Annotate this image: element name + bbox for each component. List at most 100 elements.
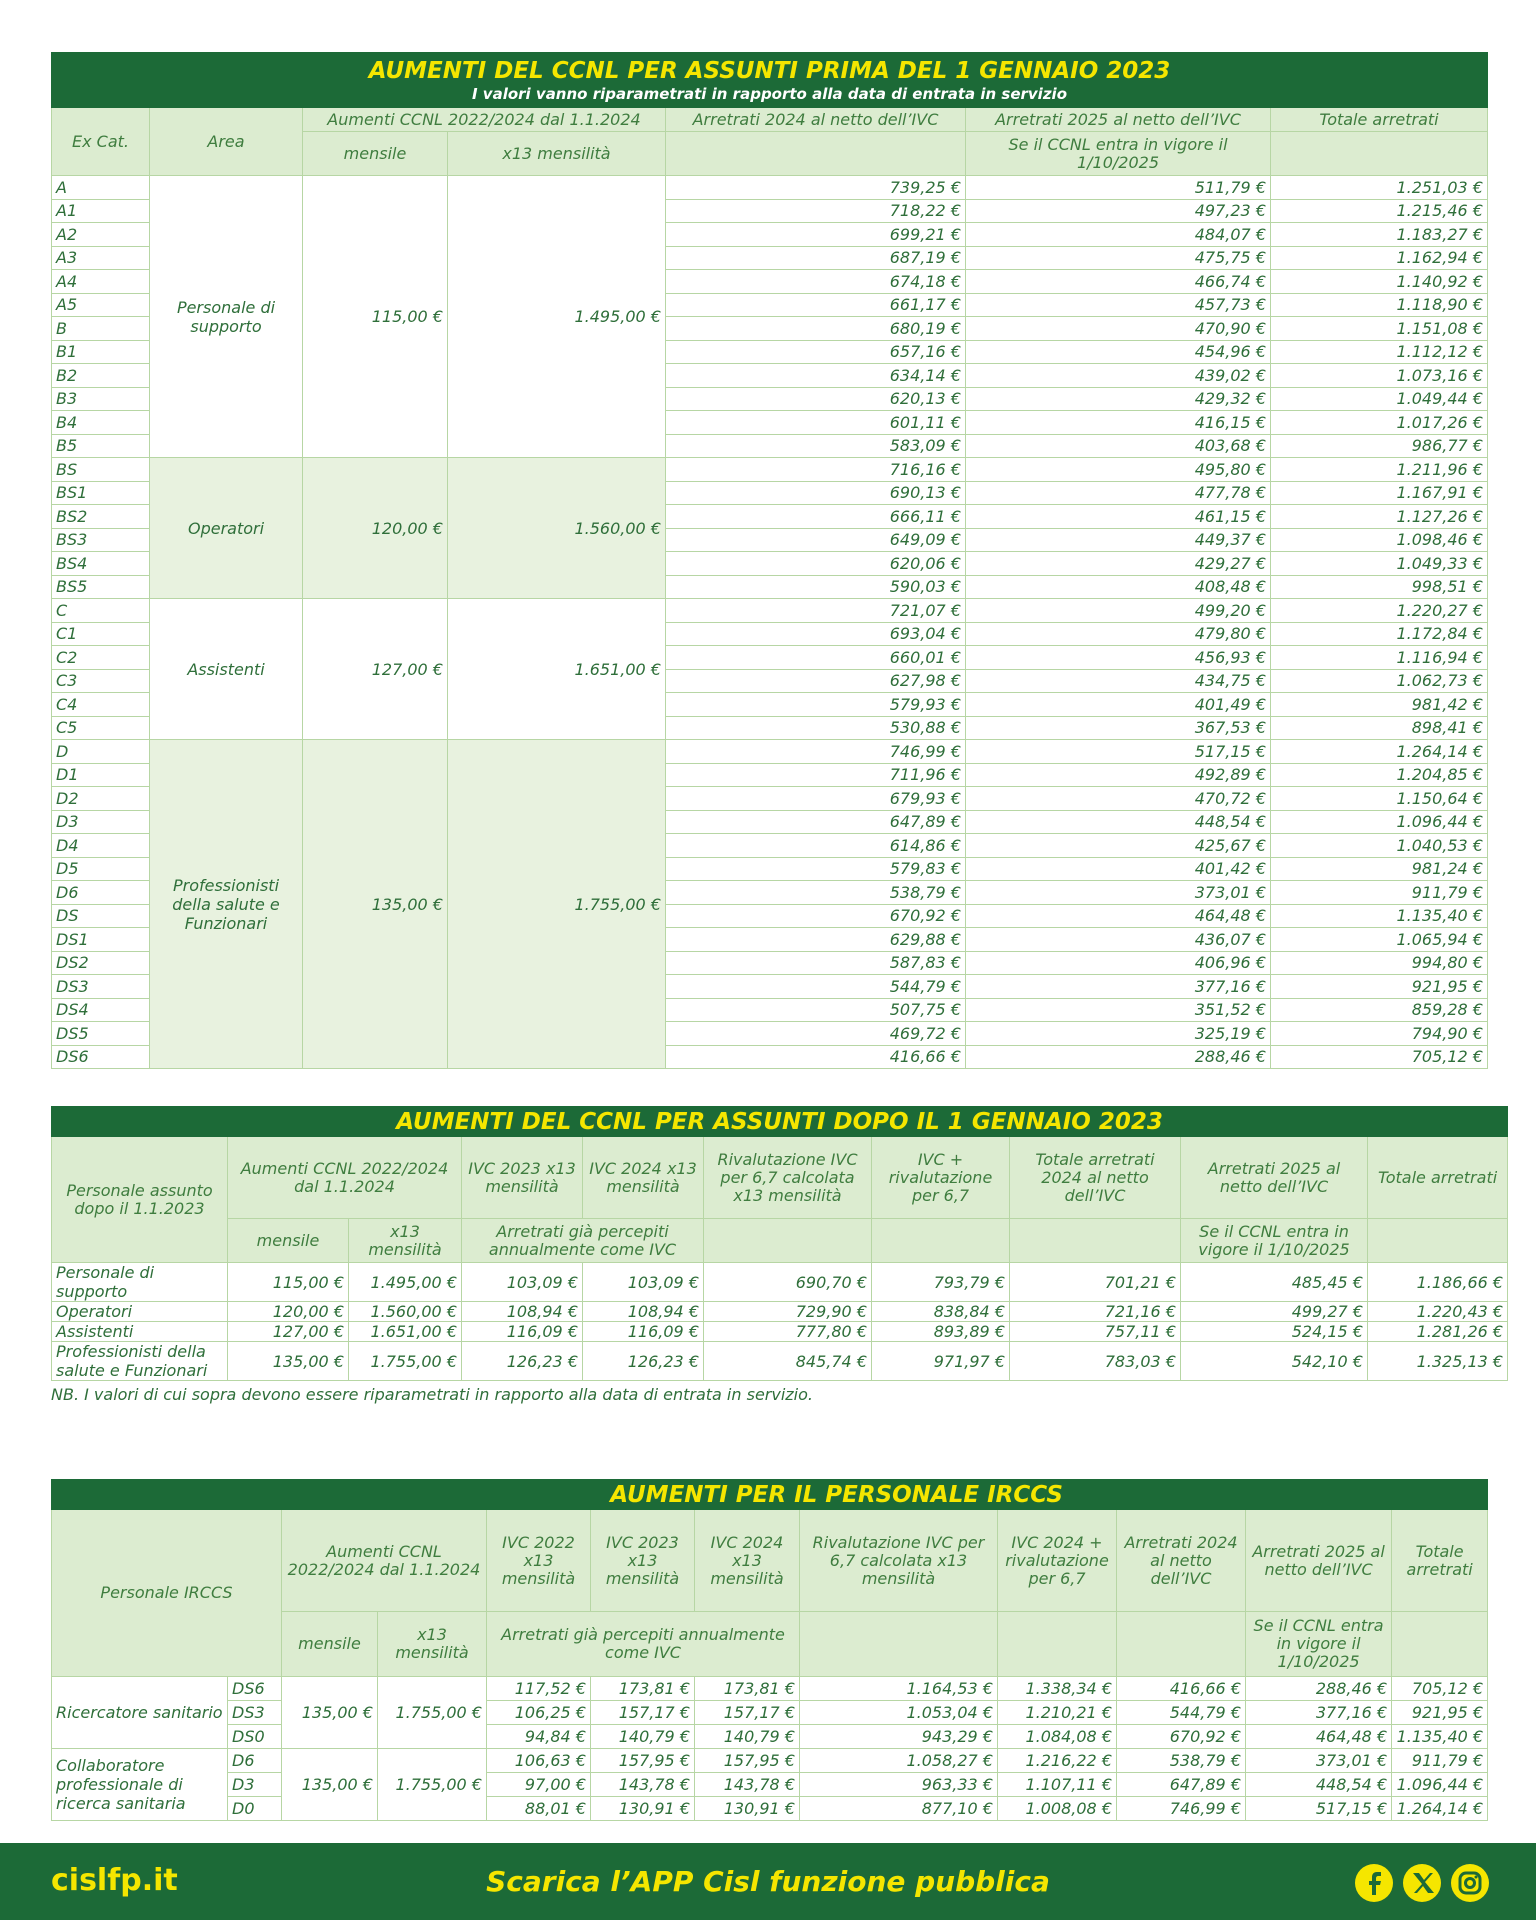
data-cell: 461,15 € bbox=[965, 504, 1271, 529]
header-cell: IVC 2022 x13 mensilità bbox=[486, 1509, 591, 1612]
header-cell bbox=[1391, 1611, 1489, 1677]
data-cell: C3 bbox=[51, 668, 150, 693]
data-cell: D bbox=[51, 739, 150, 764]
data-cell: 544,79 € bbox=[1116, 1700, 1246, 1725]
table-irccs: AUMENTI PER IL PERSONALE IRCCS Personale … bbox=[51, 1479, 1489, 1821]
data-cell: 845,74 € bbox=[703, 1341, 872, 1381]
body-row: Professionisti della salute e Funzionari… bbox=[51, 1341, 1509, 1381]
data-cell: DS bbox=[51, 903, 150, 928]
data-cell: 666,11 € bbox=[665, 504, 966, 529]
body-row: B5 583,09 €403,68 €986,77 € bbox=[51, 433, 1488, 458]
data-cell: 1.096,44 € bbox=[1270, 809, 1488, 834]
data-cell: 464,48 € bbox=[965, 903, 1271, 928]
body-row: DS3 544,79 €377,16 €921,95 € bbox=[51, 974, 1488, 999]
site-link[interactable]: cislfp.it bbox=[51, 1863, 178, 1898]
data-cell: 464,48 € bbox=[1244, 1724, 1393, 1749]
data-cell: 620,13 € bbox=[665, 386, 966, 411]
data-cell: 1.755,00 € bbox=[377, 1748, 487, 1821]
data-cell: 457,73 € bbox=[965, 292, 1271, 317]
header-cell bbox=[799, 1611, 998, 1677]
facebook-icon[interactable] bbox=[1355, 1864, 1393, 1902]
data-cell: 711,96 € bbox=[665, 762, 966, 787]
data-cell: D1 bbox=[51, 762, 150, 787]
data-cell: 614,86 € bbox=[665, 833, 966, 858]
data-cell: 877,10 € bbox=[799, 1796, 998, 1821]
data-cell: C1 bbox=[51, 621, 150, 646]
data-cell: 470,72 € bbox=[965, 786, 1271, 811]
data-cell: DS6 bbox=[227, 1676, 282, 1701]
data-cell: D5 bbox=[51, 856, 150, 881]
data-cell: 439,02 € bbox=[965, 363, 1271, 388]
data-cell: 893,89 € bbox=[871, 1321, 1010, 1342]
data-cell: 544,79 € bbox=[665, 974, 966, 999]
header-cell: Arretrati 2025 al netto dell’IVC bbox=[1180, 1136, 1368, 1219]
data-cell: BS4 bbox=[51, 551, 150, 576]
header-cell: IVC 2024 + rivalutazione per 6,7 bbox=[997, 1509, 1117, 1612]
data-cell: 1.755,00 € bbox=[447, 739, 666, 1069]
data-cell: 705,12 € bbox=[1270, 1044, 1488, 1069]
header-cell bbox=[1270, 131, 1488, 176]
header-cell: Totale arretrati bbox=[1270, 107, 1488, 132]
data-cell: 693,04 € bbox=[665, 621, 966, 646]
body-row: C2 660,01 €456,93 €1.116,94 € bbox=[51, 645, 1488, 670]
body-row: D0 88,01 €130,91 €130,91 €877,10 €1.008,0… bbox=[52, 1796, 1489, 1821]
header-cell: Arretrati già percepiti annualmente come… bbox=[486, 1611, 800, 1677]
data-cell: B4 bbox=[51, 410, 150, 435]
data-cell: 859,28 € bbox=[1270, 997, 1488, 1022]
header-cell bbox=[871, 1218, 1010, 1263]
header-row: mensile x13 mensilità Arretrati già percep… bbox=[52, 1611, 1489, 1677]
header-cell: Totale arretrati 2024 al netto dell’IVC bbox=[1009, 1136, 1181, 1219]
data-cell: 1.112,12 € bbox=[1270, 339, 1488, 364]
body-row: B1 657,16 €454,96 €1.112,12 € bbox=[51, 339, 1488, 364]
data-cell: C2 bbox=[51, 645, 150, 670]
data-cell: 1.118,90 € bbox=[1270, 292, 1488, 317]
data-cell: 898,41 € bbox=[1270, 715, 1488, 740]
data-cell: 1.135,40 € bbox=[1391, 1724, 1489, 1749]
body-row: A5 661,17 €457,73 €1.118,90 € bbox=[51, 292, 1488, 317]
data-cell: Professionisti della salute e Funzionari bbox=[149, 739, 303, 1069]
data-cell: 1.264,14 € bbox=[1391, 1796, 1489, 1821]
header-cell: mensile bbox=[281, 1611, 378, 1677]
data-cell: 1.281,26 € bbox=[1366, 1321, 1509, 1342]
data-cell: 475,75 € bbox=[965, 245, 1271, 270]
header-row: Personale IRCCS Aumenti CCNL 2022/2024 da… bbox=[51, 1509, 1489, 1677]
data-cell: 657,16 € bbox=[665, 339, 966, 364]
body-row: BS Operatori 120,00 €1.560,00 €716,16 €495… bbox=[51, 457, 1488, 599]
data-cell: 981,24 € bbox=[1270, 856, 1488, 881]
data-cell: 538,79 € bbox=[665, 880, 966, 905]
header-cell bbox=[1009, 1218, 1181, 1263]
data-cell: 173,81 € bbox=[694, 1676, 800, 1701]
data-cell: 1.040,53 € bbox=[1270, 833, 1488, 858]
header-cell: Aumenti CCNL 2022/2024 dal 1.1.2024 bbox=[227, 1136, 462, 1219]
data-cell: 634,14 € bbox=[665, 363, 966, 388]
data-cell: 130,91 € bbox=[590, 1796, 695, 1821]
body-row: C4 579,93 €401,49 €981,42 € bbox=[51, 692, 1488, 717]
data-cell: 793,79 € bbox=[871, 1262, 1010, 1302]
data-cell: C bbox=[51, 598, 150, 623]
body-row: B 680,19 €470,90 €1.151,08 € bbox=[51, 316, 1488, 341]
header-cell bbox=[703, 1218, 872, 1263]
header-cell: IVC 2023 x13 mensilità bbox=[590, 1509, 695, 1612]
data-cell: D0 bbox=[227, 1796, 282, 1821]
data-cell: 649,09 € bbox=[665, 527, 966, 552]
data-cell: 971,97 € bbox=[871, 1341, 1010, 1381]
data-cell: 579,83 € bbox=[665, 856, 966, 881]
data-cell: Operatori bbox=[51, 1301, 228, 1322]
instagram-icon[interactable] bbox=[1451, 1864, 1489, 1902]
header-cell: Arretrati 2025 al netto dell’IVC bbox=[965, 107, 1271, 132]
x-icon[interactable] bbox=[1403, 1864, 1441, 1902]
data-cell: 351,52 € bbox=[965, 997, 1271, 1022]
app-promo: Scarica l’APP Cisl funzione pubblica bbox=[486, 1865, 1050, 1898]
header-cell: Se il CCNL entra in vigore il 1/10/2025 bbox=[965, 131, 1271, 176]
data-cell: 511,79 € bbox=[965, 175, 1271, 200]
data-cell: 1.183,27 € bbox=[1270, 222, 1488, 247]
data-cell: 1.495,00 € bbox=[348, 1262, 462, 1302]
data-cell: 106,63 € bbox=[486, 1748, 591, 1773]
data-cell: 721,16 € bbox=[1009, 1301, 1181, 1322]
data-cell: C5 bbox=[51, 715, 150, 740]
data-cell: B bbox=[51, 316, 150, 341]
data-cell: 524,15 € bbox=[1180, 1321, 1368, 1342]
data-cell: Assistenti bbox=[149, 598, 303, 740]
data-cell: 538,79 € bbox=[1116, 1748, 1246, 1773]
header-cell: Personale assunto dopo il 1.1.2023 bbox=[51, 1136, 228, 1263]
